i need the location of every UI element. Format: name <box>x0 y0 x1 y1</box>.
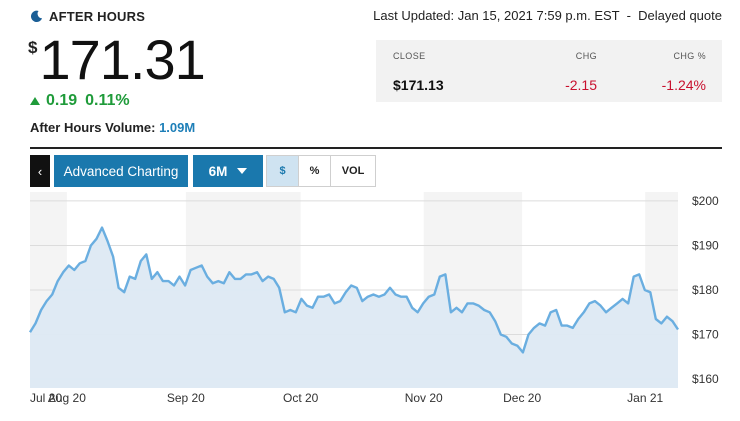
x-tick-label: Nov 20 <box>405 391 443 405</box>
status-label: AFTER HOURS <box>49 9 146 24</box>
x-tick-label: Jan 21 <box>627 391 663 405</box>
chg-pct-header: CHG % <box>673 51 706 61</box>
caret-down-icon <box>237 168 248 174</box>
section-divider <box>30 147 722 149</box>
x-tick-label: Sep 20 <box>167 391 205 405</box>
up-arrow-icon <box>30 97 40 105</box>
x-tick-label: Dec 20 <box>503 391 541 405</box>
price-line <box>28 226 680 354</box>
chg-header: CHG <box>575 51 597 61</box>
chart-toolbar: ‹ Advanced Charting 6M $ % VOL <box>30 155 376 187</box>
time-range-label: 6M <box>208 163 228 179</box>
x-tick-label: Aug 20 <box>48 391 86 405</box>
chevron-left-icon: ‹ <box>37 163 43 179</box>
price-change: 0.19 0.11% <box>30 92 130 110</box>
price-block: $ 171.31 <box>28 28 206 91</box>
change-percent: 0.11% <box>85 92 130 109</box>
time-range-dropdown[interactable]: 6M <box>193 155 263 187</box>
close-table: CLOSE CHG CHG % $171.13 -2.15 -1.24% <box>376 40 722 102</box>
chg-pct-value: -1.24% <box>661 77 706 93</box>
volume-value: 1.09M <box>159 120 196 135</box>
collapse-chevron-button[interactable]: ‹ <box>30 155 50 187</box>
chg-value: -2.15 <box>565 77 597 93</box>
currency-symbol: $ <box>28 38 38 57</box>
change-value: 0.19 <box>46 92 78 109</box>
x-tick-label: Jul 20 <box>30 391 62 405</box>
close-value: $171.13 <box>393 77 444 93</box>
price-area <box>30 227 678 388</box>
volume-toggle-button[interactable]: VOL <box>341 165 365 177</box>
after-hours-status: AFTER HOURS <box>30 9 145 24</box>
advanced-charting-button[interactable]: Advanced Charting <box>54 155 188 187</box>
last-price: 171.31 <box>39 28 205 91</box>
last-updated: Last Updated: Jan 15, 2021 7:59 p.m. EST… <box>373 8 722 23</box>
dollar-mode-button[interactable]: $ <box>267 156 299 186</box>
y-tick-label: $190 <box>692 238 719 252</box>
chart-mode-toggle: $ % VOL <box>266 155 376 187</box>
x-tick-label: Oct 20 <box>283 391 319 405</box>
percent-mode-button[interactable]: % <box>299 156 331 186</box>
close-header: CLOSE <box>393 51 426 61</box>
volume-label: After Hours Volume: <box>30 120 156 135</box>
y-tick-label: $160 <box>692 372 719 386</box>
y-tick-label: $200 <box>692 194 719 208</box>
after-hours-volume: After Hours Volume: 1.09M <box>30 120 195 135</box>
y-tick-label: $180 <box>692 283 719 297</box>
y-tick-label: $170 <box>692 328 719 342</box>
moon-icon <box>30 10 43 23</box>
